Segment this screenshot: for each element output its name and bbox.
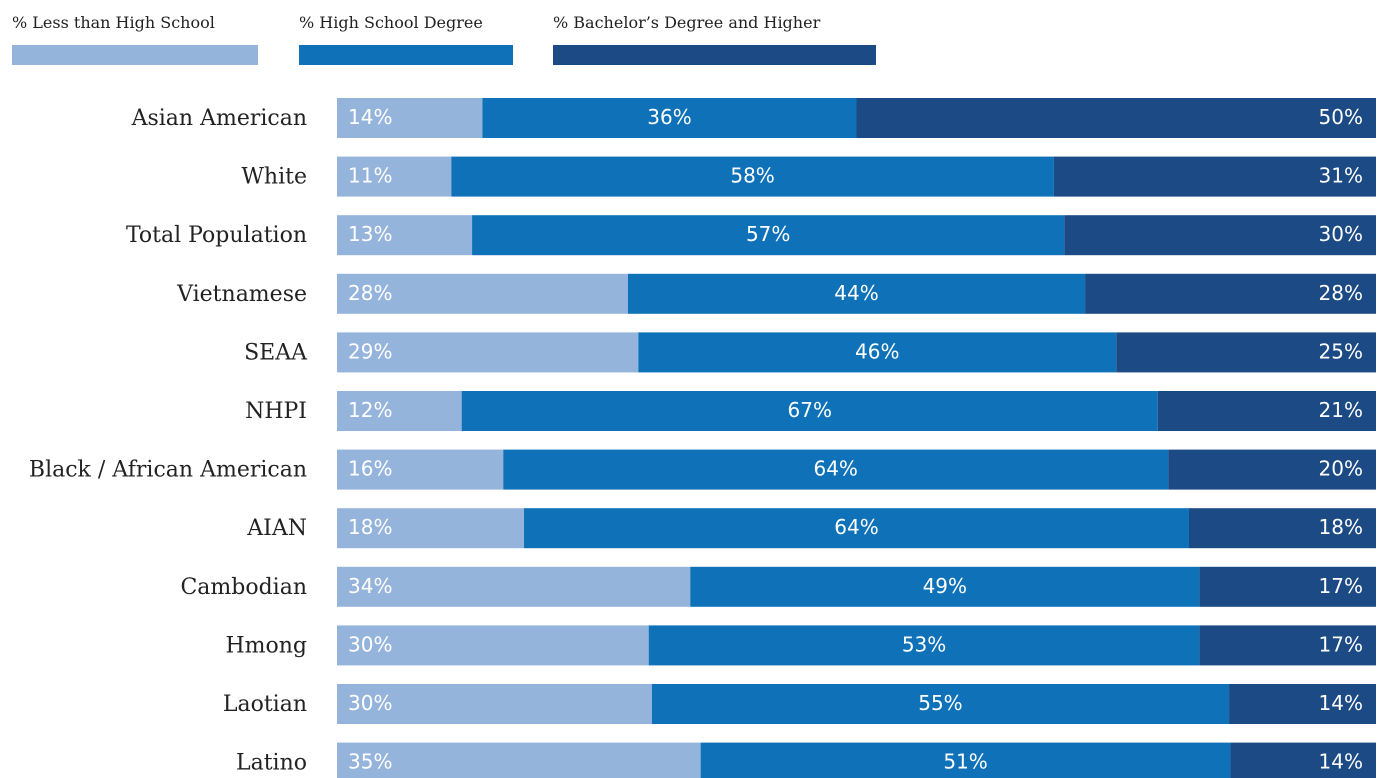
value-label: 51% [943, 750, 987, 774]
value-label: 31% [1319, 164, 1363, 188]
value-label: 14% [1319, 750, 1363, 774]
bar-segment [337, 625, 649, 666]
bar-segment [472, 215, 1065, 256]
bar-segment [1199, 566, 1376, 607]
category-label: Cambodian [180, 575, 307, 600]
bar-segment [337, 98, 483, 138]
value-label: 57% [746, 222, 790, 246]
bar-segment [1085, 273, 1376, 314]
value-label: 28% [1319, 281, 1363, 305]
value-label: 35% [348, 750, 392, 774]
category-label: White [241, 165, 307, 190]
bar-segment [503, 449, 1169, 490]
value-label: 46% [855, 339, 899, 363]
category-labels: Asian American White Total Population Vietn… [29, 106, 308, 776]
value-label: 34% [348, 574, 392, 598]
value-label: 30% [348, 691, 392, 715]
value-label: 14% [1319, 691, 1363, 715]
bar-segment [638, 332, 1117, 373]
bar-segment [337, 684, 652, 724]
bar-segment [482, 98, 857, 138]
bar-segment [337, 156, 452, 197]
bar-segment [337, 742, 701, 778]
bar-segment [648, 625, 1200, 666]
value-label: 67% [788, 398, 832, 422]
bar-segment [627, 273, 1086, 314]
bar-segment [337, 273, 628, 314]
legend-label: % Bachelor’s Degree and Higher [553, 13, 821, 32]
bar-segment [1116, 332, 1376, 373]
bar-segment [451, 156, 1054, 197]
bar-segment [690, 566, 1200, 607]
bar-segment [856, 98, 1376, 138]
bar-segment [700, 742, 1231, 778]
value-label: 44% [834, 281, 878, 305]
bar-segment [337, 566, 691, 607]
value-label: 17% [1319, 632, 1363, 656]
bar-segment [1157, 391, 1376, 431]
bars [337, 98, 1376, 778]
legend-swatch [299, 45, 513, 65]
value-label: 49% [923, 574, 967, 598]
bar-segment [337, 449, 504, 490]
bar-segment [337, 508, 525, 549]
legend-swatch [553, 45, 876, 65]
bar-segment [1064, 215, 1376, 256]
category-label: Vietnamese [176, 282, 307, 307]
legend-label: % Less than High School [12, 13, 215, 32]
category-label: Black / African American [29, 458, 307, 483]
value-label: 17% [1319, 574, 1363, 598]
value-label: 55% [918, 691, 962, 715]
value-label: 50% [1319, 105, 1363, 129]
category-label: Hmong [225, 633, 307, 658]
bar-segment [337, 332, 639, 373]
value-label: 36% [647, 105, 691, 129]
bar-segment [461, 391, 1158, 431]
category-label: Asian American [131, 106, 307, 131]
category-label: SEAA [244, 340, 308, 365]
value-label: 25% [1319, 339, 1363, 363]
bar-segment [337, 215, 473, 256]
category-label: Laotian [223, 692, 307, 717]
value-label: 14% [348, 105, 392, 129]
bar-segment [337, 391, 462, 431]
bar-segment [1229, 684, 1376, 724]
value-label: 18% [1319, 515, 1363, 539]
category-label: Total Population [126, 223, 307, 248]
value-label: 58% [730, 164, 774, 188]
legend-swatch [12, 45, 258, 65]
value-label: 13% [348, 222, 392, 246]
legend: % Less than High School % High School Deg… [12, 13, 876, 65]
value-label: 29% [348, 339, 392, 363]
value-label: 18% [348, 515, 392, 539]
value-label: 30% [1319, 222, 1363, 246]
bar-segment [1188, 508, 1376, 549]
category-label: NHPI [245, 399, 307, 424]
value-labels: 14% 36% 50% 11% 58% 31% 13% 57% 30% 28% 44% 28% 29% 4… [348, 105, 1363, 774]
value-label: 21% [1319, 398, 1363, 422]
value-label: 53% [902, 632, 946, 656]
bar-segment [524, 508, 1189, 549]
category-label: Latino [236, 751, 307, 776]
bar-segment [1230, 742, 1376, 778]
value-label: 64% [813, 457, 857, 481]
value-label: 30% [348, 632, 392, 656]
bar-segment [1199, 625, 1376, 666]
legend-label: % High School Degree [299, 13, 483, 32]
bar-segment [1168, 449, 1376, 490]
value-label: 28% [348, 281, 392, 305]
value-label: 12% [348, 398, 392, 422]
value-label: 16% [348, 457, 392, 481]
category-label: AIAN [246, 516, 307, 541]
value-label: 20% [1319, 457, 1363, 481]
value-label: 11% [348, 164, 392, 188]
value-label: 64% [834, 515, 878, 539]
bar-segment [651, 684, 1230, 724]
bar-segment [1053, 156, 1376, 197]
